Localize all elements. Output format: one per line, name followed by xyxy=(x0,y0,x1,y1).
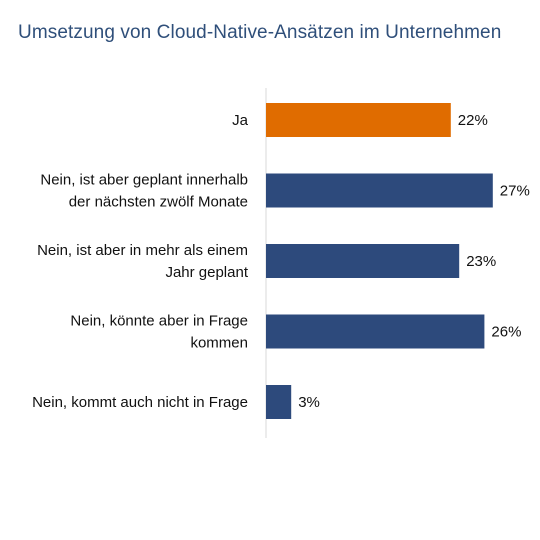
bar-2 xyxy=(266,173,493,208)
bar-5 xyxy=(266,385,292,419)
value-label-2: 27% xyxy=(500,183,530,200)
value-label-3: 23% xyxy=(466,253,496,270)
category-label-3: Nein, ist aber in mehr als einem Jahr gep… xyxy=(37,242,249,281)
category-label-1-line-1: Ja xyxy=(232,112,249,129)
bar-3 xyxy=(266,244,460,278)
category-label-5-line-1: Nein, kommt auch nicht in Frage xyxy=(32,394,248,411)
category-label-3-line-1: Nein, ist aber in mehr als einem xyxy=(37,242,248,259)
value-labels-group: 22% 27% 23% 26% 3% xyxy=(298,112,530,411)
category-label-4-line-2: kommen xyxy=(190,335,248,352)
value-label-1: 22% xyxy=(458,112,488,129)
category-label-1: Ja xyxy=(232,112,249,129)
value-label-5: 3% xyxy=(298,394,320,411)
category-label-2: Nein, ist aber geplant innerhalb der näch… xyxy=(40,172,248,211)
bar-4 xyxy=(266,314,485,349)
category-label-2-line-2: der nächsten zwölf Monate xyxy=(69,194,248,211)
category-label-4-line-1: Nein, könnte aber in Frage xyxy=(70,313,248,330)
category-label-5: Nein, kommt auch nicht in Frage xyxy=(32,394,248,411)
value-label-4: 26% xyxy=(491,324,521,341)
category-label-3-line-2: Jahr geplant xyxy=(165,264,248,281)
bars-group xyxy=(266,103,493,419)
category-label-4: Nein, könnte aber in Frage kommen xyxy=(70,313,248,352)
category-labels-group: Ja Nein, ist aber geplant innerhalb der nä… xyxy=(32,112,249,411)
chart-title: Umsetzung von Cloud-Native-Ansätzen im U… xyxy=(18,22,502,43)
bar-1 xyxy=(266,103,451,137)
category-label-2-line-1: Nein, ist aber geplant innerhalb xyxy=(40,172,248,189)
